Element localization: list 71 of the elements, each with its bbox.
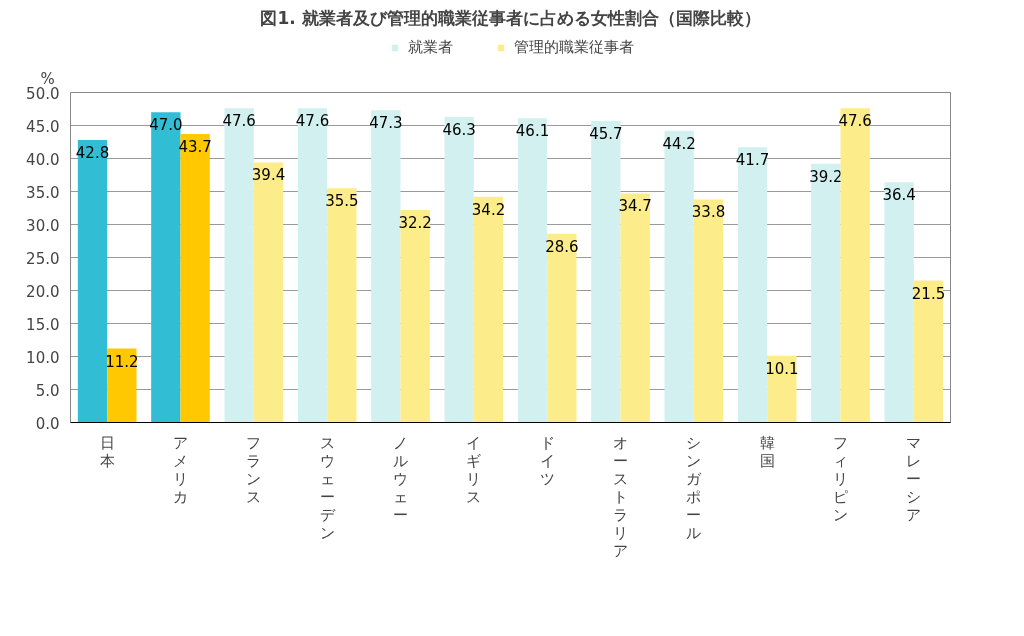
data-label: 32.2 bbox=[398, 213, 432, 232]
bar bbox=[400, 209, 430, 423]
x-tick-label: マレーシア bbox=[906, 433, 922, 524]
bar bbox=[913, 280, 944, 423]
x-tick-label: アメリカ bbox=[173, 433, 188, 506]
x-tick-label: 韓国 bbox=[759, 433, 775, 470]
x-tick-label: 日本 bbox=[99, 433, 115, 470]
x-tick-label: オーストラリア bbox=[613, 433, 628, 560]
x-tick-label: フランス bbox=[246, 433, 262, 506]
y-tick-label: 5.0 bbox=[35, 381, 60, 400]
data-label: 33.8 bbox=[691, 203, 726, 222]
x-tick-label: イギリス bbox=[466, 433, 482, 506]
data-label: 36.4 bbox=[882, 186, 916, 205]
data-label: 47.6 bbox=[222, 112, 256, 131]
bar bbox=[517, 118, 548, 423]
bar bbox=[547, 233, 577, 423]
x-tick-label: フィリピン bbox=[833, 433, 848, 524]
data-label: 34.2 bbox=[471, 200, 506, 219]
bar bbox=[884, 182, 914, 423]
bar bbox=[151, 112, 181, 423]
data-label: 46.1 bbox=[515, 122, 550, 141]
data-label: 39.2 bbox=[809, 167, 843, 186]
data-label: 46.3 bbox=[442, 120, 476, 139]
bar bbox=[620, 193, 650, 423]
bar bbox=[811, 163, 841, 423]
data-label: 47.0 bbox=[149, 116, 183, 135]
y-tick-label: 0.0 bbox=[35, 414, 60, 433]
x-tick-label: スウェーデン bbox=[319, 433, 336, 542]
bar bbox=[180, 134, 210, 423]
bar bbox=[737, 147, 768, 423]
data-label: 35.5 bbox=[325, 192, 359, 211]
chart-title: 図1. 就業者及び管理的職業従事者に占める女性割合（国際比較） bbox=[260, 7, 761, 28]
bar bbox=[371, 110, 401, 423]
bar bbox=[664, 130, 694, 423]
y-tick-label: 45.0 bbox=[26, 117, 60, 136]
data-label: 11.2 bbox=[105, 352, 139, 371]
bar bbox=[253, 162, 284, 423]
bar bbox=[840, 108, 870, 423]
data-label: 28.6 bbox=[545, 237, 579, 256]
legend-label: 管理的職業従事者 bbox=[513, 37, 634, 57]
data-label: 47.3 bbox=[369, 114, 403, 133]
y-tick-label: 40.0 bbox=[26, 150, 60, 169]
y-tick-label: 30.0 bbox=[26, 216, 60, 235]
data-label: 21.5 bbox=[911, 284, 946, 303]
y-tick-label: 25.0 bbox=[26, 249, 60, 268]
data-label: 10.1 bbox=[765, 359, 799, 378]
x-tick-label: ドイツ bbox=[539, 433, 555, 488]
y-tick-label: 15.0 bbox=[26, 315, 60, 334]
bar bbox=[107, 348, 137, 423]
data-label: 34.7 bbox=[618, 197, 652, 216]
bar bbox=[77, 140, 108, 423]
x-tick-label: ノルウェー bbox=[393, 433, 408, 524]
bar bbox=[224, 108, 254, 423]
bar bbox=[297, 108, 328, 423]
data-label: 44.2 bbox=[662, 134, 696, 153]
bar bbox=[693, 199, 724, 423]
y-tick-label: 35.0 bbox=[26, 183, 60, 202]
data-label: 47.6 bbox=[838, 112, 872, 131]
bar bbox=[327, 188, 357, 423]
data-label: 39.4 bbox=[251, 166, 286, 185]
data-label: 45.7 bbox=[589, 124, 623, 143]
y-tick-label: 10.0 bbox=[26, 348, 60, 367]
data-label: 47.6 bbox=[295, 112, 330, 131]
y-tick-label: 20.0 bbox=[26, 282, 60, 301]
bar bbox=[473, 196, 504, 423]
bar bbox=[591, 120, 621, 423]
legend-label: 就業者 bbox=[407, 37, 453, 57]
bar bbox=[767, 355, 797, 423]
x-tick-label: シンガポール bbox=[686, 433, 703, 542]
bar bbox=[444, 116, 474, 423]
data-label: 41.7 bbox=[735, 151, 770, 170]
